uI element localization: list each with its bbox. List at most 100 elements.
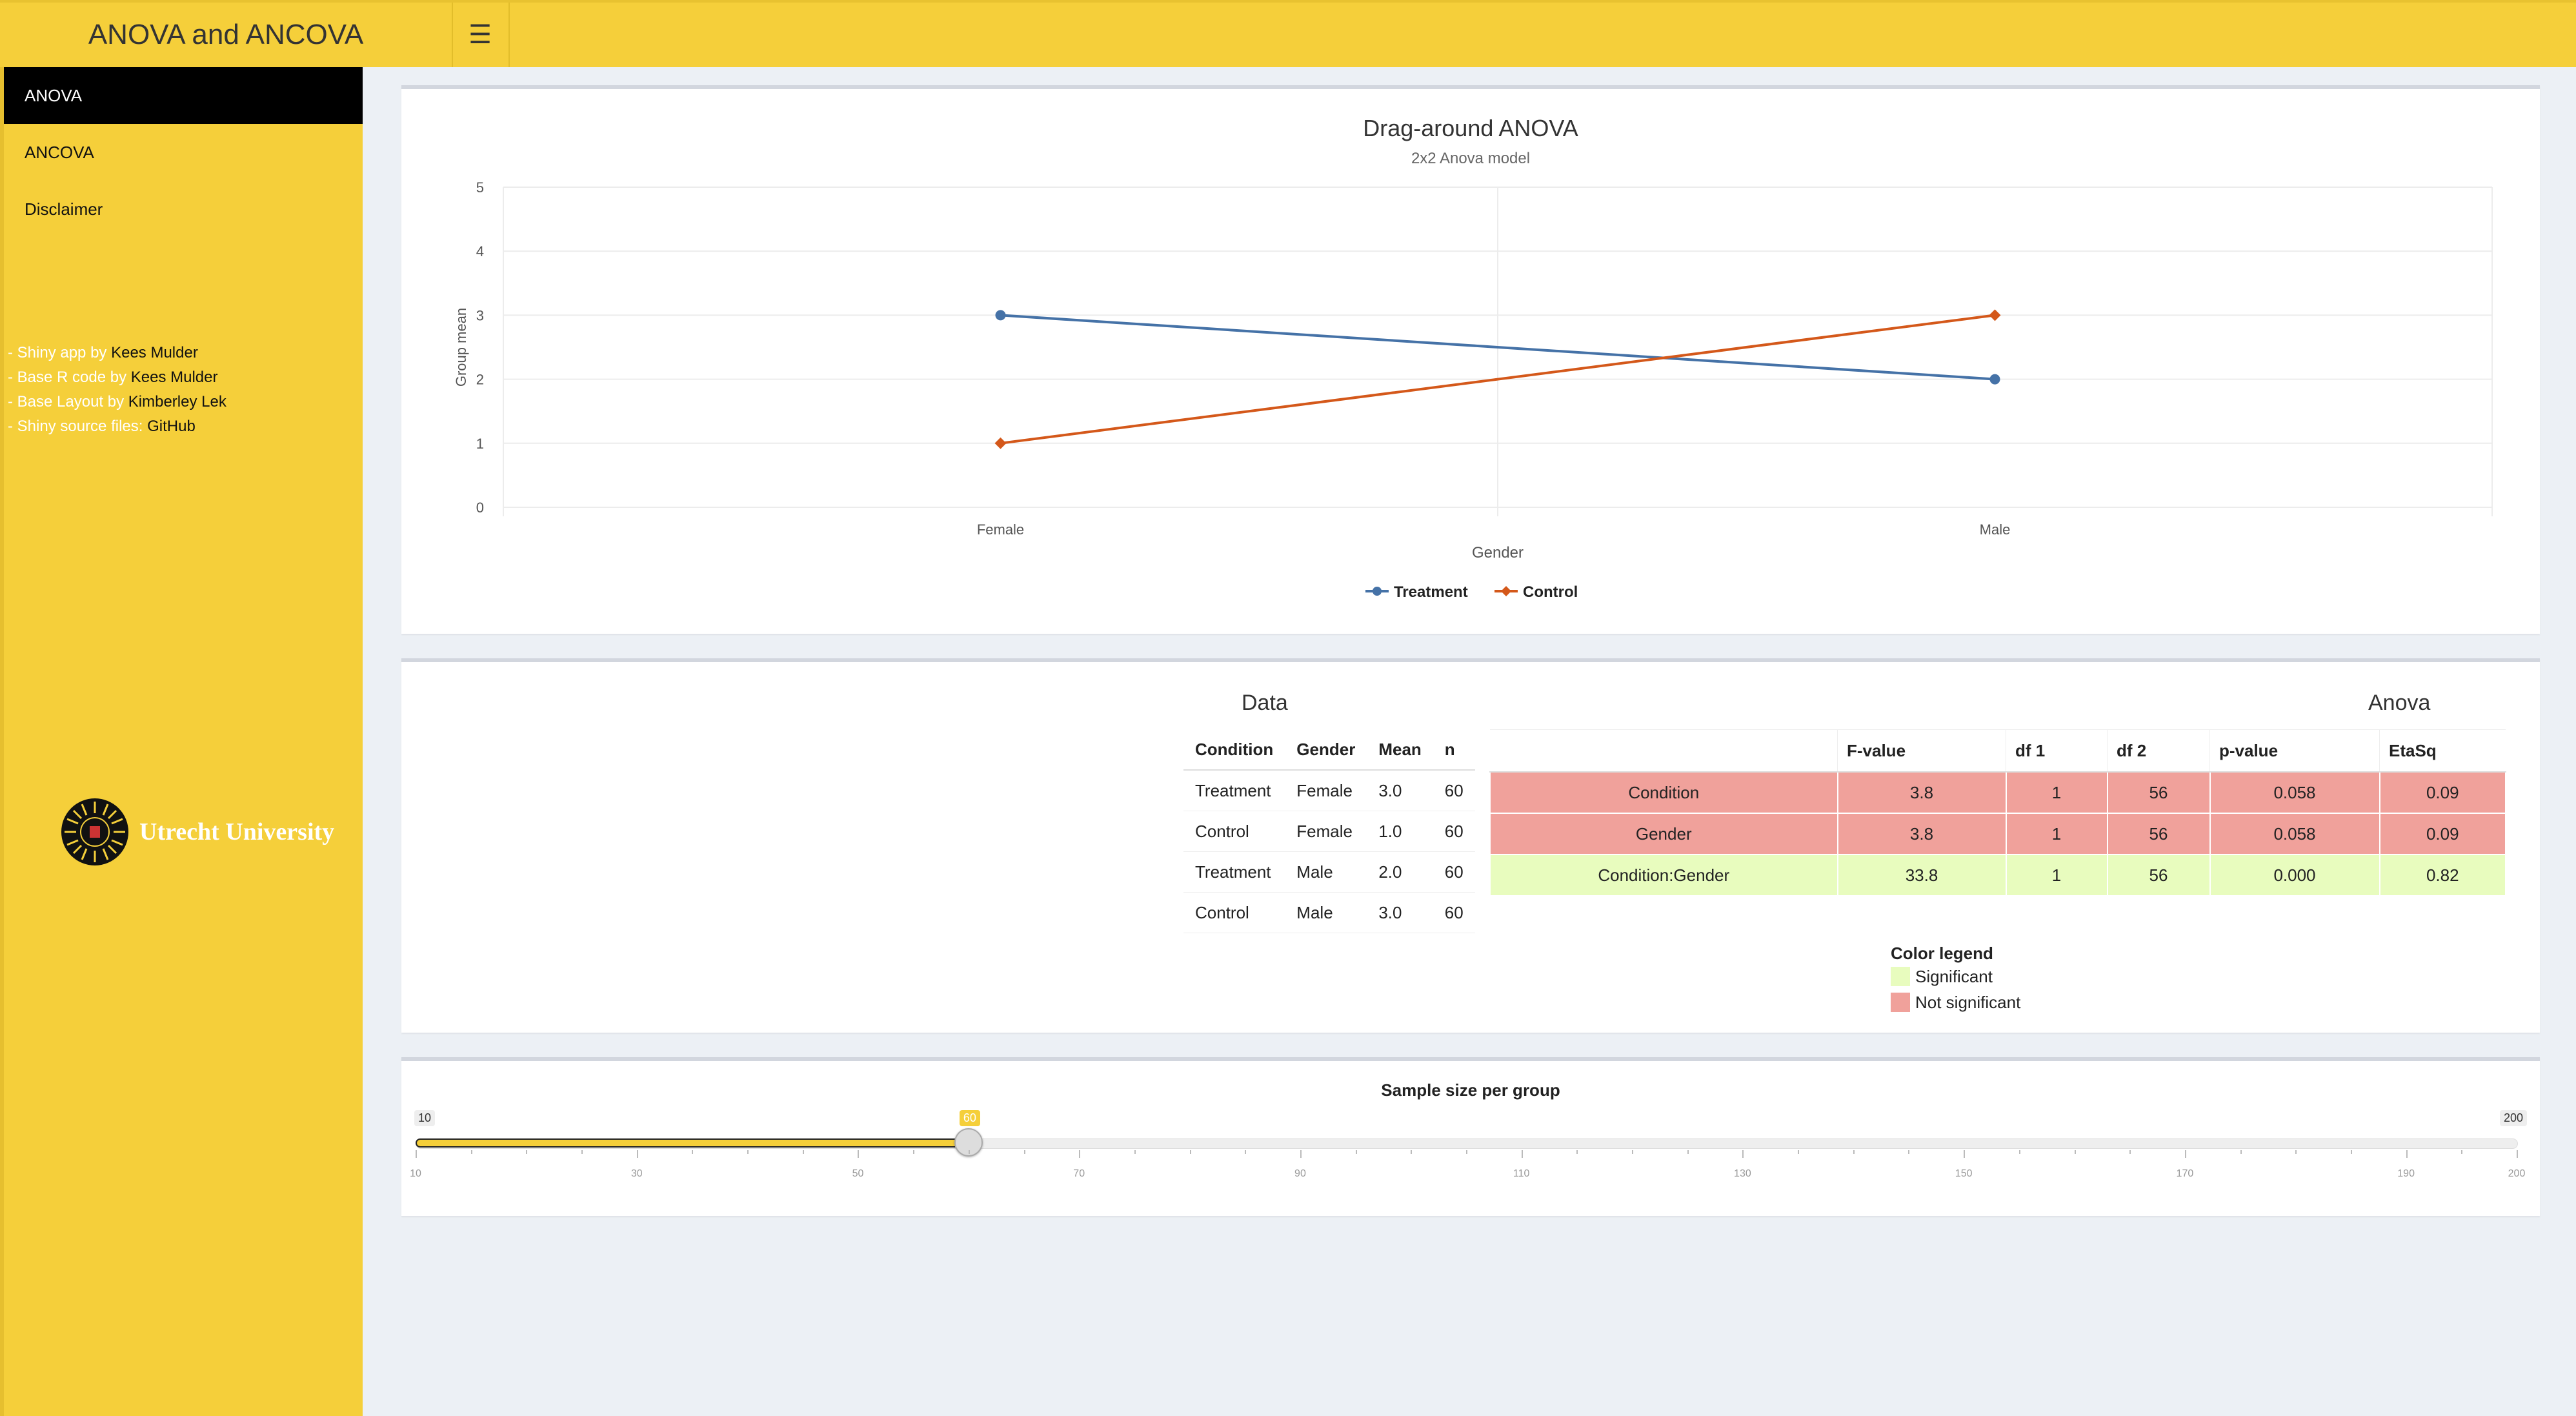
slider-tick-label: 150 bbox=[1955, 1168, 1973, 1179]
slider-tick-label: 90 bbox=[1294, 1168, 1306, 1179]
legend-item: Not significant bbox=[1891, 989, 2020, 1015]
credits-list: - Shiny app by Kees Mulder - Base R code… bbox=[8, 341, 226, 439]
university-logo: Utrecht University bbox=[59, 796, 334, 867]
legend-item: Significant bbox=[1891, 964, 2020, 989]
table-cell: Control bbox=[1183, 892, 1285, 933]
slider-major-tick bbox=[2406, 1150, 2408, 1158]
sidebar-item-anova[interactable]: ANOVA bbox=[4, 67, 363, 124]
table-cell: Control bbox=[1183, 811, 1285, 852]
slider-min-label: 10 bbox=[414, 1110, 436, 1126]
table-cell: Male bbox=[1285, 851, 1367, 893]
table-cell: 0.82 bbox=[2379, 854, 2506, 896]
app-header: ANOVA and ANCOVA ☰ bbox=[0, 0, 2576, 67]
credit-link[interactable]: Kees Mulder bbox=[130, 369, 218, 386]
slider-minor-tick bbox=[2350, 1150, 2352, 1154]
color-legend: Color legend Significant Not significant bbox=[1891, 944, 2020, 1015]
table-cell: 0.09 bbox=[2379, 771, 2506, 814]
slider-minor-tick bbox=[1189, 1150, 1191, 1154]
not-significant-swatch bbox=[1891, 993, 1910, 1012]
table-cell: 0.000 bbox=[2209, 854, 2380, 896]
legend-label[interactable]: Treatment bbox=[1394, 583, 1468, 601]
slider-major-tick bbox=[1742, 1150, 1744, 1158]
sidebar: ANOVA ANCOVA Disclaimer - Shiny app by K… bbox=[0, 67, 363, 1416]
slider-minor-tick bbox=[968, 1150, 970, 1154]
slider-minor-tick bbox=[470, 1150, 472, 1154]
table-cell: 2.0 bbox=[1367, 851, 1433, 893]
slider-minor-tick bbox=[1908, 1150, 1910, 1154]
slider-tick-label: 130 bbox=[1734, 1168, 1751, 1179]
sidebar-toggle-button[interactable]: ☰ bbox=[452, 3, 510, 67]
legend-label: Not significant bbox=[1915, 992, 2021, 1012]
slider-minor-tick bbox=[2129, 1150, 2131, 1154]
table-cell: 1 bbox=[2005, 813, 2108, 855]
chart-box: Drag-around ANOVA 2x2 Anova model 0 1 2 3 4 5… bbox=[401, 85, 2540, 634]
slider-minor-tick bbox=[2240, 1150, 2242, 1154]
table-row: Condition 3.8 1 56 0.058 0.09 bbox=[1489, 771, 2506, 814]
slider-major-tick bbox=[636, 1150, 638, 1158]
table-cell: 56 bbox=[2106, 771, 2211, 814]
column-header: df 1 bbox=[2006, 729, 2108, 773]
sun-seal-icon bbox=[61, 798, 128, 865]
table-cell: Condition:Gender bbox=[1489, 854, 1838, 896]
table-cell: 3.0 bbox=[1367, 892, 1433, 933]
column-header: Condition bbox=[1183, 729, 1285, 771]
slider-minor-tick bbox=[1134, 1150, 1136, 1154]
table-cell: 1 bbox=[2005, 771, 2108, 814]
github-link[interactable]: GitHub bbox=[147, 418, 196, 435]
slider-major-tick bbox=[416, 1150, 417, 1158]
credit-link[interactable]: Kimberley Lek bbox=[128, 393, 226, 410]
credit-line: - Shiny source files: GitHub bbox=[8, 418, 196, 435]
chart-title: Drag-around ANOVA bbox=[1363, 115, 1578, 141]
app-title[interactable]: ANOVA and ANCOVA bbox=[0, 3, 453, 67]
table-cell: Male bbox=[1285, 892, 1367, 933]
table-cell: Gender bbox=[1489, 813, 1838, 855]
slider-minor-tick bbox=[2461, 1150, 2463, 1154]
slider-minor-tick bbox=[1687, 1150, 1689, 1154]
slider-minor-tick bbox=[2018, 1150, 2020, 1154]
university-name: Utrecht University bbox=[139, 818, 335, 845]
line-chart[interactable]: 0 1 2 3 4 5 Female Male Gender Group mean Treatmen… bbox=[401, 89, 2531, 631]
sidebar-item-disclaimer[interactable]: Disclaimer bbox=[4, 181, 363, 238]
table-header-row: Condition Gender Mean n bbox=[1183, 729, 1475, 771]
y-tick-label: 5 bbox=[476, 179, 484, 196]
slider-minor-tick bbox=[692, 1150, 694, 1154]
y-tick-label: 3 bbox=[476, 307, 484, 323]
sample-size-slider[interactable]: 10 200 60 10 30 50 70 90 110 130 150 170 190 200 bbox=[401, 1061, 2540, 1216]
slider-minor-tick bbox=[526, 1150, 528, 1154]
legend-label[interactable]: Control bbox=[1523, 583, 1578, 601]
sidebar-item-ancova[interactable]: ANCOVA bbox=[4, 124, 363, 181]
table-cell: 60 bbox=[1433, 851, 1475, 893]
slider-box: Sample size per group 10 200 60 10 30 50 70… bbox=[401, 1057, 2540, 1216]
slider-tick-label: 190 bbox=[2397, 1168, 2415, 1179]
credit-link[interactable]: Kees Mulder bbox=[111, 344, 198, 361]
table-cell: 56 bbox=[2106, 813, 2211, 855]
table-cell: 33.8 bbox=[1836, 854, 2007, 896]
table-cell: 3.8 bbox=[1836, 813, 2007, 855]
table-cell: 1 bbox=[2005, 854, 2108, 896]
table-header-row: F-value df 1 df 2 p-value EtaSq bbox=[1490, 729, 2506, 773]
slider-minor-tick bbox=[1798, 1150, 1800, 1154]
sidebar-item-label: Disclaimer bbox=[25, 199, 103, 219]
slider-major-tick bbox=[1300, 1150, 1302, 1158]
slider-tick-label: 30 bbox=[630, 1168, 643, 1179]
table-cell: 1.0 bbox=[1367, 811, 1433, 852]
data-point bbox=[995, 310, 1006, 321]
table-row: Gender 3.8 1 56 0.058 0.09 bbox=[1489, 813, 2506, 855]
slider-tick-label: 200 bbox=[2508, 1168, 2526, 1179]
slider-tick-label: 170 bbox=[2176, 1168, 2194, 1179]
slider-minor-tick bbox=[802, 1150, 804, 1154]
table-cell: 60 bbox=[1433, 770, 1475, 811]
color-legend-title: Color legend bbox=[1891, 944, 1993, 963]
slider-tick-label: 50 bbox=[852, 1168, 864, 1179]
table-row: Condition:Gender 33.8 1 56 0.000 0.82 bbox=[1489, 854, 2506, 896]
y-tick-label: 2 bbox=[476, 372, 484, 388]
legend-label: Significant bbox=[1915, 966, 1993, 986]
slider-minor-tick bbox=[1355, 1150, 1357, 1154]
table-cell: Female bbox=[1285, 770, 1367, 811]
slider-tick-label: 110 bbox=[1513, 1168, 1530, 1179]
table-row: Treatment Female 3.0 60 bbox=[1183, 770, 1475, 811]
table-row: Treatment Male 2.0 60 bbox=[1183, 851, 1475, 893]
data-point bbox=[1989, 374, 2000, 385]
table-row: Control Male 3.0 60 bbox=[1183, 892, 1475, 933]
results-box: Data Condition Gender Mean n Treatment Fe… bbox=[401, 658, 2540, 1033]
